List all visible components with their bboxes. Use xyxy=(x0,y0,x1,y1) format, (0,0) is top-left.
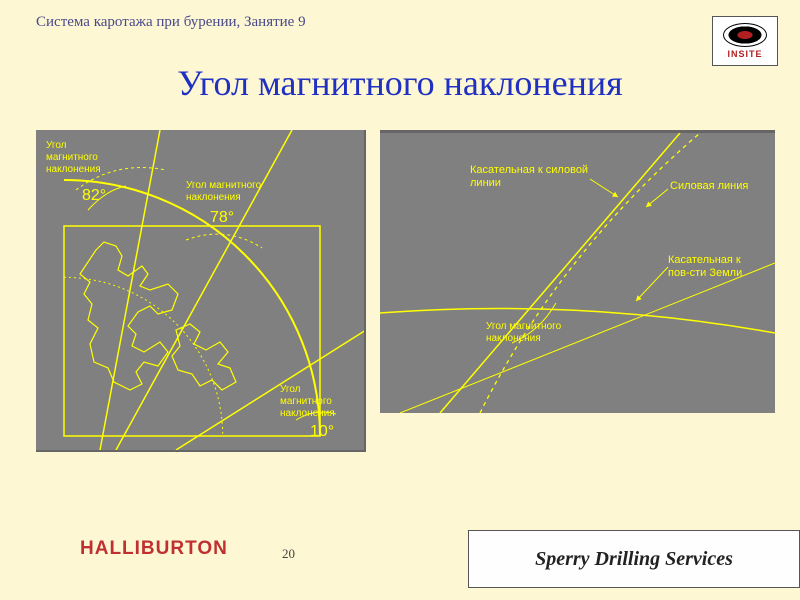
svg-text:82°: 82° xyxy=(82,187,106,204)
diagram-tangent: Касательная к силовойлинии Силовая линия К… xyxy=(380,130,775,413)
insite-logo: INSITE xyxy=(712,16,778,66)
svg-text:наклонения: наклонения xyxy=(486,333,541,344)
halliburton-logo: HALLIBURTON xyxy=(80,538,228,560)
svg-text:Угол магнитного: Угол магнитного xyxy=(186,180,262,191)
svg-text:78°: 78° xyxy=(210,209,234,226)
eye-icon xyxy=(723,23,767,47)
svg-text:Угол: Угол xyxy=(46,140,67,151)
page-title: Угол магнитного наклонения xyxy=(0,62,800,104)
svg-text:наклонения: наклонения xyxy=(186,192,241,203)
svg-text:линии: линии xyxy=(470,177,501,189)
header-text: Система каротажа при бурении, Занятие 9 xyxy=(36,14,306,31)
svg-text:пов-сти Земли: пов-сти Земли xyxy=(668,267,742,279)
svg-text:Касательная к: Касательная к xyxy=(668,254,741,266)
svg-text:магнитного: магнитного xyxy=(280,396,332,407)
svg-text:Касательная к силовой: Касательная к силовой xyxy=(470,164,588,176)
svg-text:наклонения: наклонения xyxy=(46,164,101,175)
svg-text:10°: 10° xyxy=(310,423,334,440)
sperry-label: Sperry Drilling Services xyxy=(535,548,733,571)
svg-text:Угол магнитного: Угол магнитного xyxy=(486,321,562,332)
page-number: 20 xyxy=(282,546,295,562)
svg-text:наклонения: наклонения xyxy=(280,408,335,419)
diagram-globe: Уголмагнитногонаклонения82°Угол магнитно… xyxy=(36,130,366,452)
logo-label: INSITE xyxy=(727,49,762,59)
svg-text:магнитного: магнитного xyxy=(46,152,98,163)
svg-text:Угол: Угол xyxy=(280,384,301,395)
svg-text:Силовая линия: Силовая линия xyxy=(670,180,748,192)
sperry-logo-box: Sperry Drilling Services xyxy=(468,530,800,588)
